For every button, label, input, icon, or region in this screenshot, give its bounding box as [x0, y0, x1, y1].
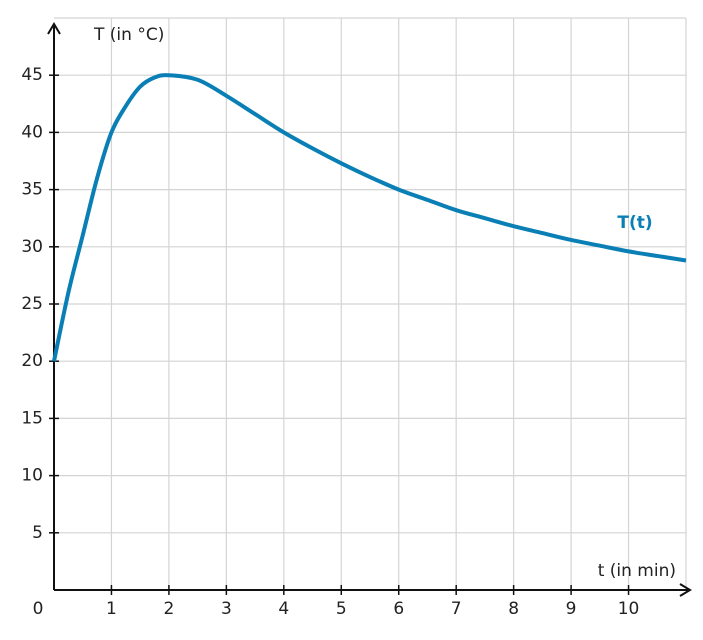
x-tick-label: 3: [221, 599, 232, 619]
x-axis-label: t (in min): [598, 561, 676, 581]
x-tick-label: 7: [451, 599, 462, 619]
curve-label: T(t): [617, 213, 652, 233]
y-axis-label: T (in °C): [93, 25, 164, 45]
y-axis-arrow: [47, 22, 61, 35]
y-tick-label: 20: [21, 351, 43, 371]
y-tick-label: 5: [32, 523, 43, 543]
x-tick-label: 6: [393, 599, 404, 619]
y-tick-label: 15: [21, 408, 43, 428]
x-tick-label: 1: [106, 599, 117, 619]
x-axis-arrow: [679, 583, 692, 597]
x-tick-label: 10: [618, 599, 640, 619]
curve: [52, 73, 687, 362]
x-tick-label: 4: [278, 599, 289, 619]
x-tick-label: 2: [163, 599, 174, 619]
y-tick-label: 30: [21, 237, 43, 257]
y-tick-label: 45: [21, 65, 43, 85]
y-tick-label: 40: [21, 122, 43, 142]
grid: [54, 17, 687, 590]
x-tick-label: 8: [508, 599, 519, 619]
y-tick-label: 35: [21, 180, 43, 200]
x-tick-label: 5: [336, 599, 347, 619]
x-tick-label: 9: [566, 599, 577, 619]
y-tick-label: 25: [21, 294, 43, 314]
y-tick-label: 10: [21, 466, 43, 486]
x-tick-label: 0: [33, 599, 44, 619]
